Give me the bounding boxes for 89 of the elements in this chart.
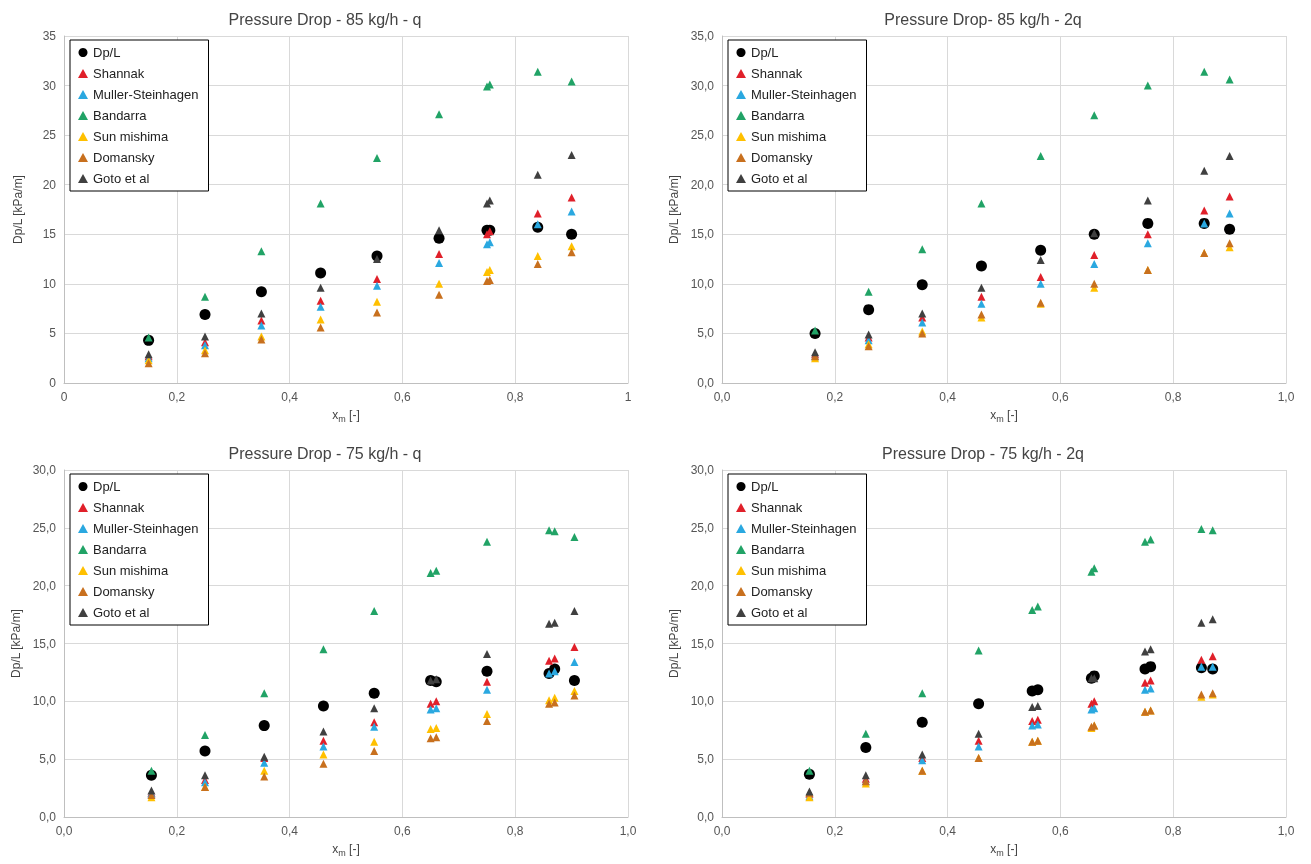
y-tick-label: 35,0	[690, 29, 715, 43]
legend-label: Sun mishima	[751, 563, 827, 578]
y-tick-label: 25,0	[32, 520, 57, 535]
x-tick-label: 0,4	[281, 824, 299, 838]
y-tick-label: 5	[49, 326, 57, 341]
x-tick-label: 0,6	[1052, 824, 1070, 838]
x-tick-label: 0,2	[168, 824, 186, 838]
y-axis-title: Dp/L [kPa/m]	[666, 175, 681, 244]
x-tick-label: 0,8	[1164, 824, 1182, 838]
x-tick-label: 0,4	[939, 390, 957, 404]
legend-label: Shannak	[751, 66, 803, 81]
legend-label: Goto et al	[751, 171, 808, 186]
y-tick-label: 30,0	[690, 463, 715, 477]
y-tick-label: 5,0	[697, 326, 715, 341]
y-tick-label: 10,0	[690, 694, 715, 709]
legend-label: Muller-Steinhagen	[751, 521, 857, 536]
y-tick-label: 5,0	[697, 752, 715, 767]
x-tick-label: 0,6	[394, 824, 412, 838]
legend-label: Dp/L	[751, 45, 779, 60]
legend-label: Dp/L	[93, 479, 121, 494]
x-tick-label: 0,2	[826, 390, 844, 404]
y-tick-label: 15,0	[690, 227, 715, 242]
y-tick-label: 25	[42, 128, 57, 143]
y-axis-title: Dp/L [kPa/m]	[8, 609, 23, 678]
legend-label: Bandarra	[93, 542, 148, 557]
x-tick-label: 0,4	[939, 824, 957, 838]
y-tick-label: 25,0	[690, 520, 715, 535]
x-tick-label: 0,0	[713, 824, 731, 838]
y-tick-label: 20,0	[690, 177, 715, 192]
y-tick-label: 20,0	[690, 578, 715, 593]
x-tick-label: 1	[624, 390, 632, 404]
legend-label: Bandarra	[93, 108, 148, 123]
y-tick-label: 20	[42, 177, 57, 192]
x-tick-label: 0,6	[1052, 390, 1070, 404]
x-tick-label: 0,8	[506, 824, 524, 838]
x-tick-label: 0,6	[394, 390, 412, 404]
y-tick-label: 25,0	[690, 128, 715, 143]
chart-title: Pressure Drop- 85 kg/h - 2q	[884, 10, 1082, 28]
legend-label: Bandarra	[751, 108, 806, 123]
legend-label: Domansky	[751, 150, 813, 165]
y-tick-label: 0,0	[697, 810, 715, 824]
legend-label: Sun mishima	[93, 563, 169, 578]
y-tick-label: 30	[42, 78, 57, 93]
y-tick-label: 0,0	[39, 810, 57, 824]
legend-label: Dp/L	[751, 479, 779, 494]
y-tick-label: 15,0	[690, 636, 715, 651]
chart-title: Pressure Drop - 75 kg/h - q	[228, 444, 422, 462]
legend-label: Shannak	[93, 500, 145, 515]
x-tick-label: 0,2	[168, 390, 186, 404]
y-tick-label: 35	[42, 29, 57, 43]
y-tick-label: 30,0	[690, 78, 715, 93]
x-tick-label: 0,0	[713, 390, 731, 404]
y-axis-title: Dp/L [kPa/m]	[666, 609, 681, 678]
x-tick-label: 1,0	[619, 824, 637, 838]
y-tick-label: 20,0	[32, 578, 57, 593]
legend-label: Shannak	[751, 500, 803, 515]
legend-label: Sun mishima	[93, 129, 169, 144]
y-axis-title: Dp/L [kPa/m]	[11, 175, 25, 244]
legend-label: Domansky	[93, 584, 155, 599]
x-tick-label: 0,4	[281, 390, 299, 404]
x-tick-label: 1,0	[1277, 390, 1295, 404]
legend-label: Dp/L	[93, 45, 121, 60]
legend-label: Muller-Steinhagen	[93, 87, 199, 102]
legend-label: Goto et al	[751, 605, 808, 620]
legend-label: Sun mishima	[751, 129, 827, 144]
x-tick-label: 0	[60, 390, 68, 404]
y-tick-label: 10,0	[690, 276, 715, 291]
y-tick-label: 0,0	[697, 376, 715, 390]
legend-label: Domansky	[751, 584, 813, 599]
legend-label: Goto et al	[93, 605, 150, 620]
x-tick-label: 0,8	[1164, 390, 1182, 404]
legend-label: Goto et al	[93, 171, 150, 186]
legend-label: Muller-Steinhagen	[751, 87, 857, 102]
y-tick-label: 30,0	[32, 463, 57, 477]
legend-label: Domansky	[93, 150, 155, 165]
legend-label: Bandarra	[751, 542, 806, 557]
x-tick-label: 0,8	[506, 390, 524, 404]
y-tick-label: 15	[42, 227, 57, 242]
legend-label: Muller-Steinhagen	[93, 521, 199, 536]
legend-label: Shannak	[93, 66, 145, 81]
chart-title: Pressure Drop - 85 kg/h - q	[228, 10, 422, 28]
x-tick-label: 0,2	[826, 824, 844, 838]
y-tick-label: 0	[49, 376, 57, 390]
y-tick-label: 10,0	[32, 694, 57, 709]
y-tick-label: 15,0	[32, 636, 57, 651]
y-tick-label: 5,0	[39, 752, 57, 767]
chart-title: Pressure Drop - 75 kg/h - 2q	[882, 444, 1084, 462]
y-tick-label: 10	[42, 276, 57, 291]
x-tick-label: 1,0	[1277, 824, 1295, 838]
